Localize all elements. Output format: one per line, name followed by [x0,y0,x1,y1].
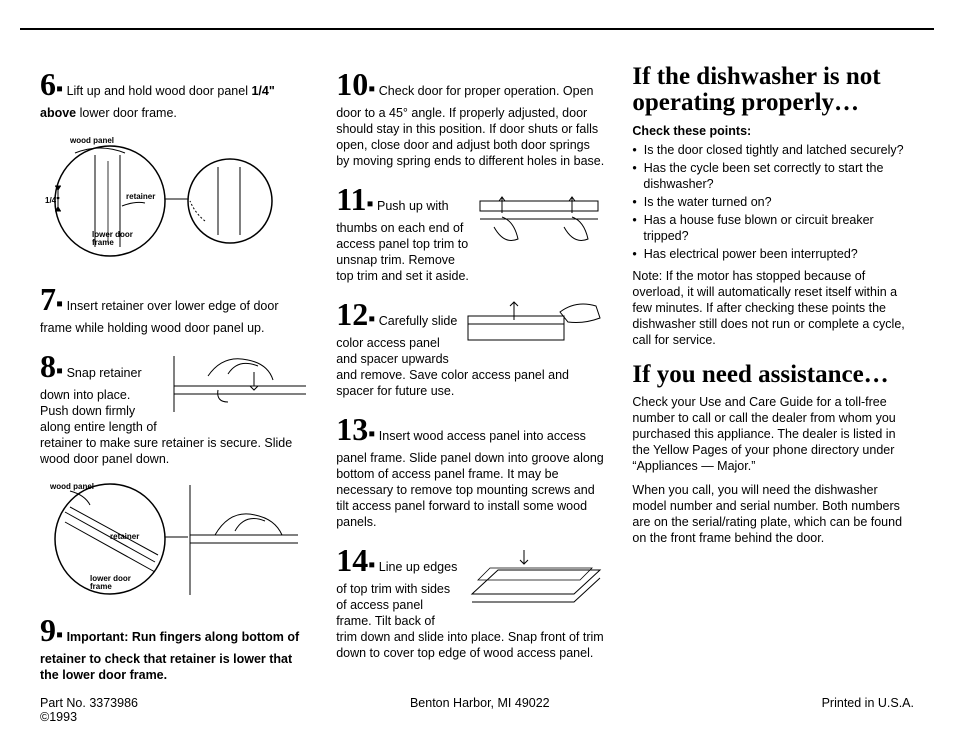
step-9: 9▪ Important: Run fingers along bottom o… [40,610,308,683]
troubleshoot-heading: If the dishwasher is not operating prope… [632,64,914,117]
step-13: 13▪ Insert wood access panel into access… [336,409,604,530]
step-dot-icon: ▪ [368,423,375,445]
diagram-step-11 [474,179,604,251]
column-3: If the dishwasher is not operating prope… [632,64,914,674]
step-7-text: Insert retainer over lower edge of door … [40,299,279,335]
point-2: Has the cycle been set correctly to star… [632,160,914,192]
step-dot-icon: ▪ [56,293,63,315]
step-14: 14▪ Line up edges of top trim with sides… [336,540,604,661]
footer-center: Benton Harbor, MI 49022 [410,696,550,724]
step-11: 11▪ Push up with thumbs on each end of a… [336,179,604,284]
step-9-text: Important: Run fingers along bottom of r… [40,630,299,682]
step-10-number: 10 [336,66,368,102]
page-top-rule [20,28,934,30]
step-dot-icon: ▪ [368,308,375,330]
step-10: 10▪ Check door for proper operation. Ope… [336,64,604,169]
step-12: 12▪ Carefully slide color access panel a… [336,294,604,399]
footer-left: Part No. 3373986 ©1993 [40,696,138,724]
point-5: Has electrical power been interrupted? [632,246,914,262]
step-7-number: 7 [40,281,56,317]
diagram-step-8 [168,346,308,416]
label-lower-door-frame-9: lower door frame [90,575,150,591]
diagram-step-14 [464,540,604,618]
label-wood-panel-9: wood panel [49,482,94,491]
assist-p2: When you call, you will need the dishwas… [632,482,914,546]
step-dot-icon: ▪ [368,554,375,576]
step-6-text-pre: Lift up and hold wood door panel [67,84,252,98]
step-8: 8▪ Snap retainer down into place. Push d… [40,346,308,467]
step-dot-icon: ▪ [56,78,63,100]
assist-heading: If you need assistance… [632,362,914,388]
step-6-number: 6 [40,66,56,102]
assist-p1: Check your Use and Care Guide for a toll… [632,394,914,474]
step-6-text-post: lower door frame. [76,106,177,120]
step-dot-icon: ▪ [368,78,375,100]
step-12-number: 12 [336,296,368,332]
diagram-step-9: wood panel retainer lower door frame [40,477,300,602]
label-retainer-9: retainer [110,532,139,541]
point-1: Is the door closed tightly and latched s… [632,142,914,158]
label-wood-panel: wood panel [69,136,114,145]
step-13-number: 13 [336,411,368,447]
step-dot-icon: ▪ [56,624,63,646]
step-13-text: Insert wood access panel into access pan… [336,429,604,529]
step-dot-icon: ▪ [366,193,373,215]
diagram-step-12 [464,294,604,352]
label-lower-door-frame: lower door frame [92,231,152,247]
diagram-step-6: 1/4" wood panel retainer lower door fram… [40,131,300,271]
step-dot-icon: ▪ [56,360,63,382]
label-retainer: retainer [126,192,155,201]
step-9-number: 9 [40,612,56,648]
step-14-number: 14 [336,542,368,578]
footer-copyright: ©1993 [40,710,138,724]
page-footer: Part No. 3373986 ©1993 Benton Harbor, MI… [40,696,914,724]
content-columns: 6▪ Lift up and hold wood door panel 1/4"… [40,64,914,674]
step-10-text: Check door for proper operation. Open do… [336,84,604,168]
footer-right: Printed in U.S.A. [822,696,914,724]
step-6: 6▪ Lift up and hold wood door panel 1/4"… [40,64,308,121]
troubleshoot-note: Note: If the motor has stopped because o… [632,268,914,348]
step-11-number: 11 [336,181,366,217]
step-8-number: 8 [40,348,56,384]
footer-part-no: Part No. 3373986 [40,696,138,710]
troubleshoot-subhead: Check these points: [632,123,914,139]
column-1: 6▪ Lift up and hold wood door panel 1/4"… [40,64,308,674]
label-quarter-inch: 1/4" [45,196,60,205]
point-3: Is the water turned on? [632,194,914,210]
column-2: 10▪ Check door for proper operation. Ope… [336,64,604,674]
troubleshoot-points: Is the door closed tightly and latched s… [632,142,914,262]
step-7: 7▪ Insert retainer over lower edge of do… [40,279,308,336]
point-4: Has a house fuse blown or circuit breake… [632,212,914,244]
